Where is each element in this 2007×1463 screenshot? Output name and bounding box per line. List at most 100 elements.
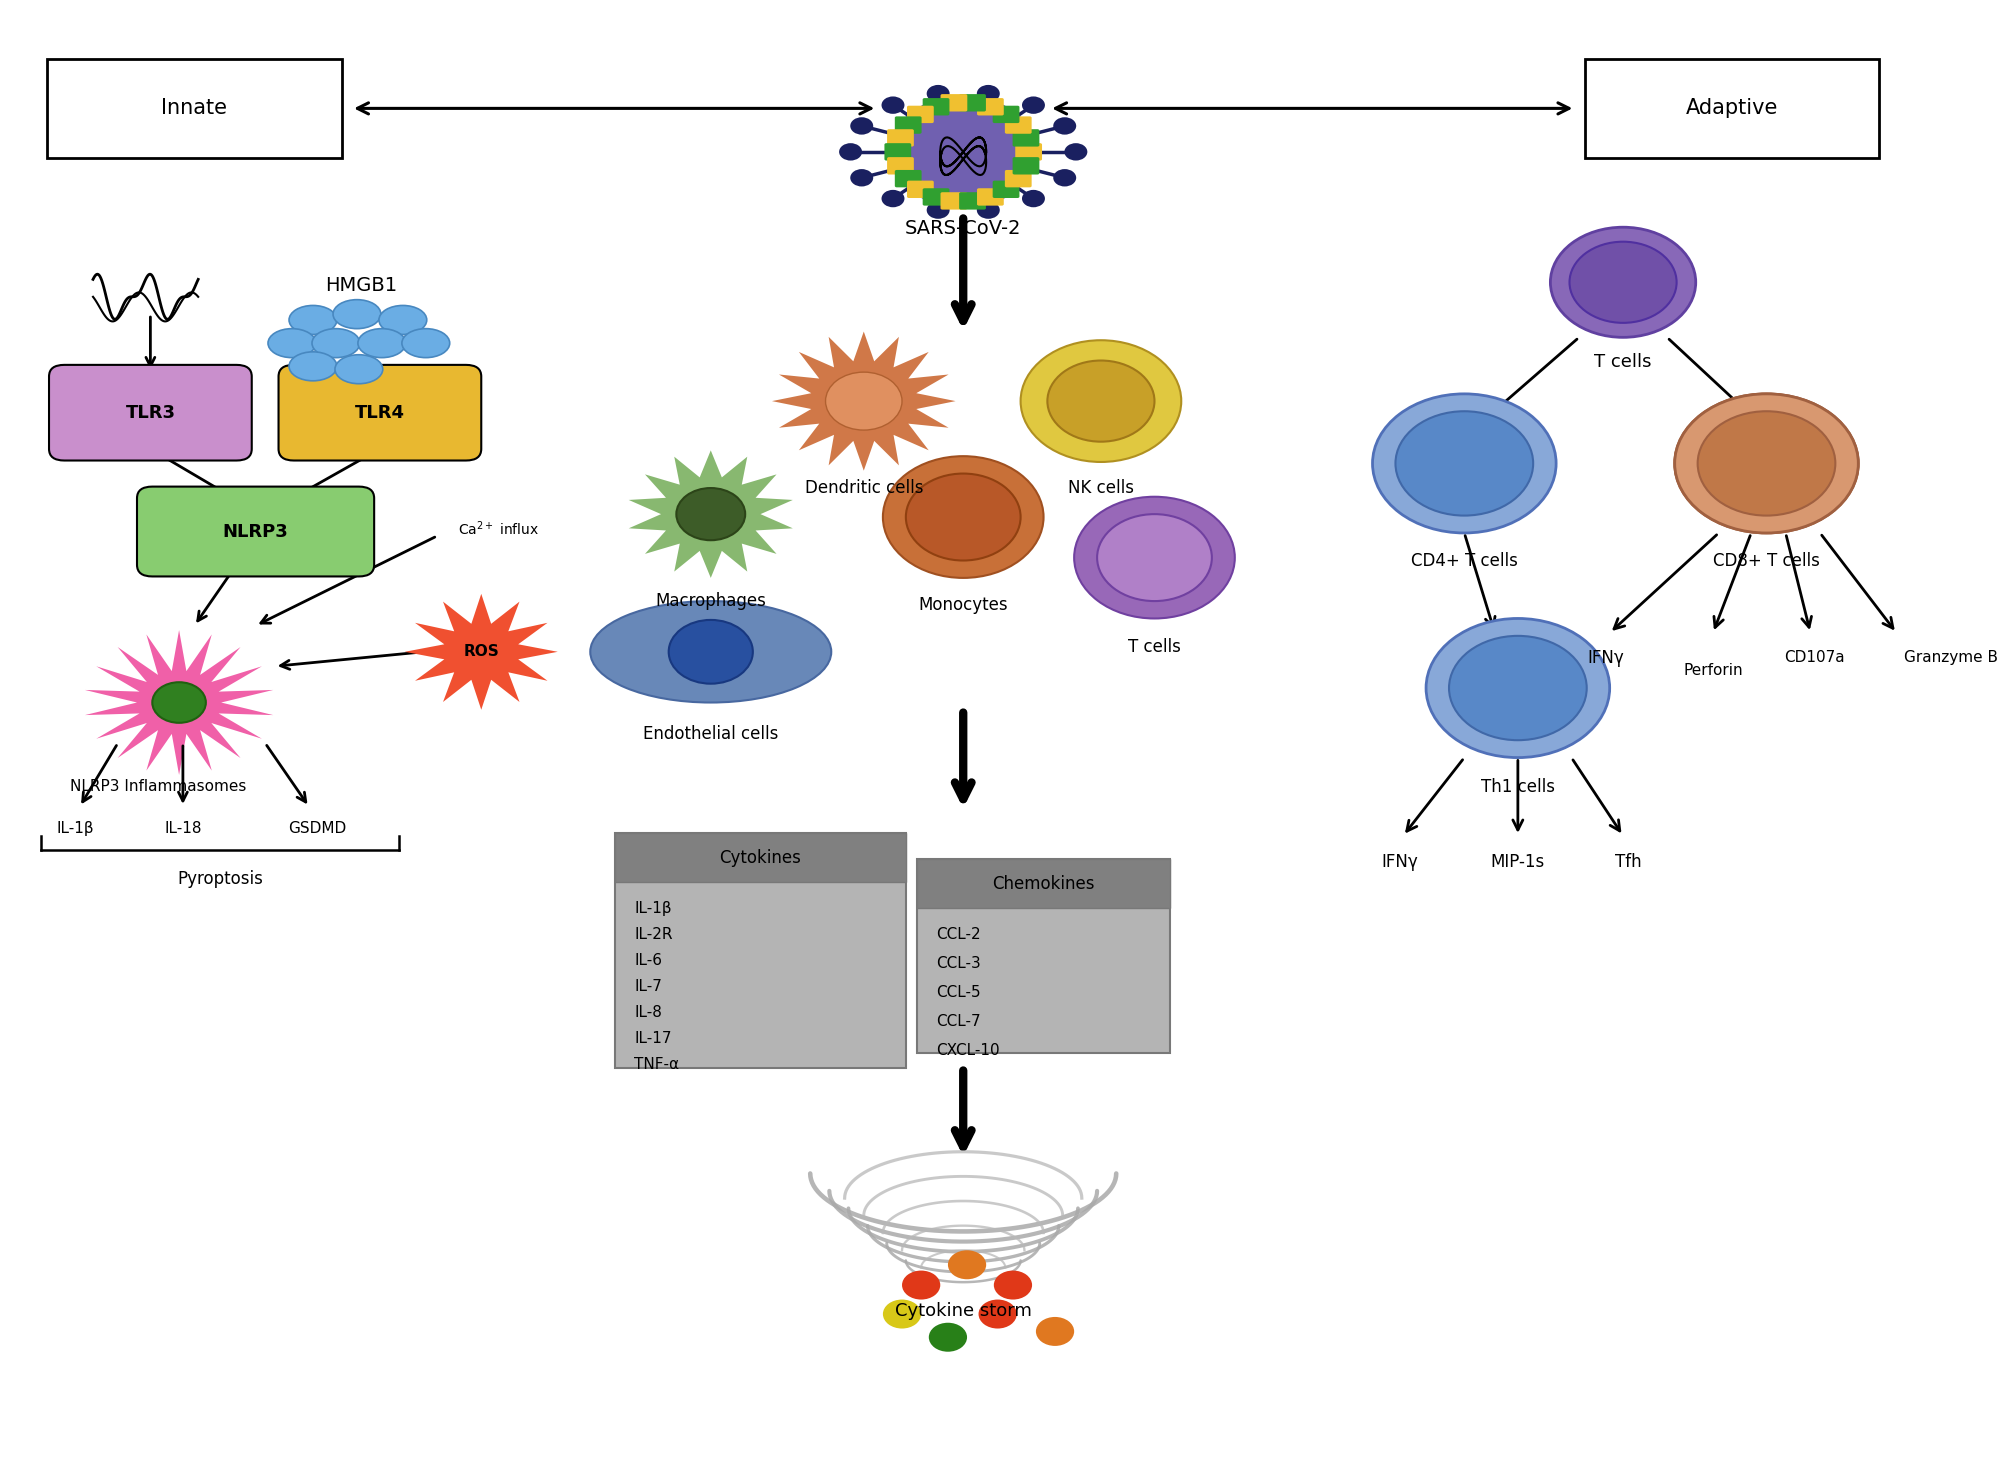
FancyBboxPatch shape bbox=[279, 364, 482, 461]
FancyBboxPatch shape bbox=[991, 180, 1020, 198]
Ellipse shape bbox=[1425, 619, 1610, 758]
FancyBboxPatch shape bbox=[895, 170, 921, 187]
Ellipse shape bbox=[267, 329, 315, 357]
FancyBboxPatch shape bbox=[136, 487, 373, 576]
FancyBboxPatch shape bbox=[614, 832, 905, 1068]
Text: CXCL-10: CXCL-10 bbox=[935, 1043, 999, 1058]
Circle shape bbox=[1022, 190, 1044, 208]
Text: CD8+ T cells: CD8+ T cells bbox=[1712, 552, 1818, 569]
Circle shape bbox=[905, 474, 1020, 560]
Ellipse shape bbox=[883, 456, 1044, 578]
Text: IL-1β: IL-1β bbox=[634, 901, 672, 916]
Text: TNF-α: TNF-α bbox=[634, 1058, 678, 1072]
Text: CD4+ T cells: CD4+ T cells bbox=[1411, 552, 1517, 569]
Ellipse shape bbox=[333, 300, 381, 329]
Text: Monocytes: Monocytes bbox=[917, 597, 1008, 614]
Text: Endothelial cells: Endothelial cells bbox=[642, 726, 779, 743]
Circle shape bbox=[881, 97, 903, 114]
Polygon shape bbox=[84, 631, 273, 775]
FancyBboxPatch shape bbox=[917, 859, 1170, 1053]
Text: Tfh: Tfh bbox=[1616, 853, 1642, 870]
Circle shape bbox=[901, 1270, 939, 1299]
Text: Ca$^{2+}$ influx: Ca$^{2+}$ influx bbox=[458, 519, 540, 538]
Circle shape bbox=[1096, 514, 1212, 601]
FancyBboxPatch shape bbox=[895, 117, 921, 133]
Ellipse shape bbox=[311, 329, 359, 357]
Ellipse shape bbox=[1373, 394, 1555, 533]
Ellipse shape bbox=[335, 354, 383, 383]
Circle shape bbox=[849, 170, 873, 186]
FancyBboxPatch shape bbox=[1004, 117, 1032, 133]
FancyBboxPatch shape bbox=[1012, 129, 1040, 146]
Ellipse shape bbox=[1074, 497, 1234, 619]
Circle shape bbox=[668, 620, 753, 683]
FancyBboxPatch shape bbox=[907, 180, 933, 198]
Ellipse shape bbox=[1674, 394, 1856, 533]
FancyBboxPatch shape bbox=[939, 192, 967, 209]
Circle shape bbox=[993, 1270, 1032, 1299]
Ellipse shape bbox=[1674, 394, 1856, 533]
FancyBboxPatch shape bbox=[46, 59, 341, 158]
Circle shape bbox=[839, 143, 861, 161]
FancyBboxPatch shape bbox=[1584, 59, 1879, 158]
Circle shape bbox=[1054, 170, 1076, 186]
Text: ROS: ROS bbox=[464, 644, 500, 660]
FancyBboxPatch shape bbox=[887, 157, 913, 174]
Text: Granzyme B: Granzyme B bbox=[1903, 650, 1997, 666]
Circle shape bbox=[883, 1299, 921, 1328]
FancyBboxPatch shape bbox=[921, 98, 949, 116]
Circle shape bbox=[925, 202, 949, 219]
Circle shape bbox=[975, 85, 999, 102]
Circle shape bbox=[925, 85, 949, 102]
Text: Cytokine storm: Cytokine storm bbox=[895, 1302, 1032, 1320]
FancyBboxPatch shape bbox=[48, 364, 251, 461]
Ellipse shape bbox=[1020, 341, 1180, 462]
Text: MIP-1s: MIP-1s bbox=[1489, 853, 1543, 870]
Circle shape bbox=[975, 202, 999, 219]
Ellipse shape bbox=[357, 329, 405, 357]
Text: T cells: T cells bbox=[1594, 353, 1652, 372]
Text: IFNγ: IFNγ bbox=[1381, 853, 1417, 870]
Text: HMGB1: HMGB1 bbox=[325, 275, 397, 294]
FancyBboxPatch shape bbox=[887, 129, 913, 146]
Text: Innate: Innate bbox=[161, 98, 227, 119]
Circle shape bbox=[1064, 143, 1088, 161]
Circle shape bbox=[889, 97, 1036, 206]
Text: Adaptive: Adaptive bbox=[1686, 98, 1778, 119]
FancyBboxPatch shape bbox=[917, 859, 1170, 909]
Circle shape bbox=[977, 1299, 1016, 1328]
Text: CCL-3: CCL-3 bbox=[935, 955, 981, 971]
FancyBboxPatch shape bbox=[977, 189, 1004, 206]
Text: T cells: T cells bbox=[1128, 638, 1180, 657]
FancyBboxPatch shape bbox=[1012, 157, 1040, 174]
Circle shape bbox=[153, 682, 207, 723]
Text: GSDMD: GSDMD bbox=[287, 821, 345, 835]
Text: IL-7: IL-7 bbox=[634, 979, 662, 993]
Text: IL-2R: IL-2R bbox=[634, 928, 672, 942]
FancyBboxPatch shape bbox=[991, 105, 1020, 123]
Circle shape bbox=[1569, 241, 1676, 323]
Circle shape bbox=[881, 190, 903, 208]
Polygon shape bbox=[405, 594, 558, 710]
Text: IL-17: IL-17 bbox=[634, 1031, 672, 1046]
Circle shape bbox=[1036, 1317, 1074, 1346]
Text: Cytokines: Cytokines bbox=[719, 849, 801, 866]
Text: Dendritic cells: Dendritic cells bbox=[805, 478, 923, 497]
Text: IL-1β: IL-1β bbox=[56, 821, 94, 835]
Circle shape bbox=[448, 626, 516, 677]
Circle shape bbox=[1449, 636, 1586, 740]
Text: Perforin: Perforin bbox=[1682, 663, 1742, 679]
FancyBboxPatch shape bbox=[1016, 143, 1042, 161]
Text: NLRP3: NLRP3 bbox=[223, 522, 289, 540]
Circle shape bbox=[676, 489, 745, 540]
Text: IL-8: IL-8 bbox=[634, 1005, 662, 1020]
Text: IL-6: IL-6 bbox=[634, 952, 662, 969]
Circle shape bbox=[947, 1251, 985, 1279]
Ellipse shape bbox=[379, 306, 427, 335]
Text: NLRP3 Inflammasomes: NLRP3 Inflammasomes bbox=[70, 780, 247, 794]
Text: SARS-CoV-2: SARS-CoV-2 bbox=[905, 219, 1022, 238]
Circle shape bbox=[1048, 360, 1154, 442]
FancyBboxPatch shape bbox=[883, 143, 911, 161]
Circle shape bbox=[1022, 97, 1044, 114]
Text: CCL-2: CCL-2 bbox=[935, 928, 981, 942]
